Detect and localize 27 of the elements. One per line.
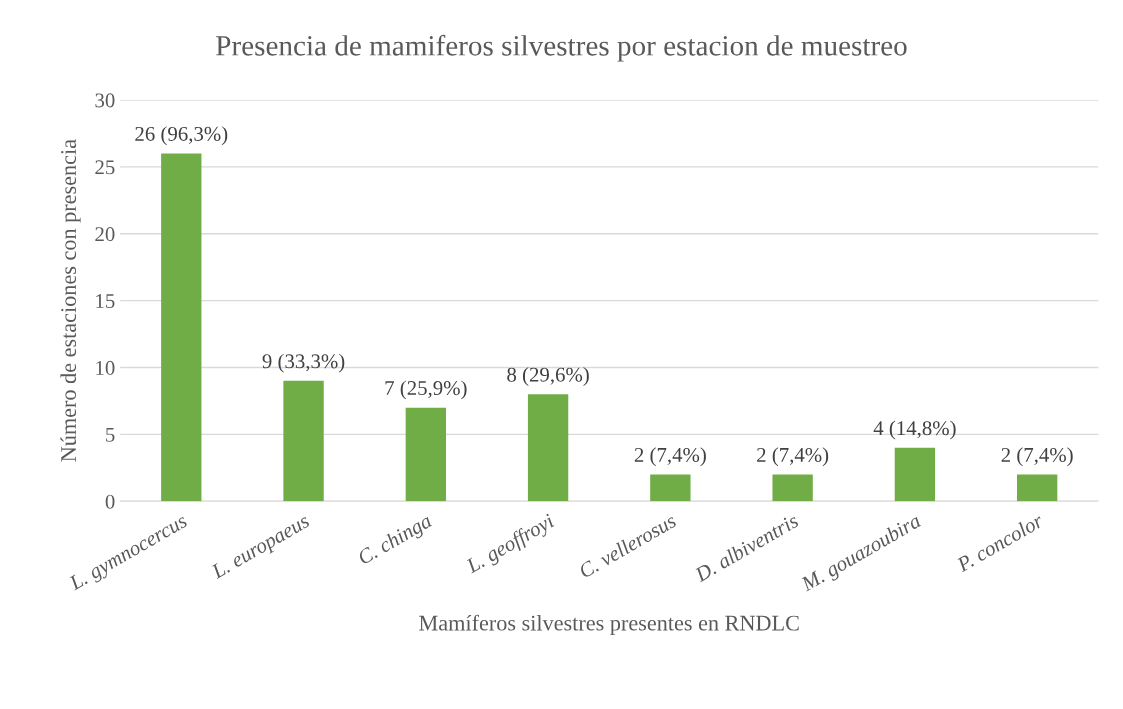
y-tick-label: 25 bbox=[95, 160, 115, 175]
bar bbox=[161, 153, 202, 502]
data-label: 4 (14,8%) bbox=[873, 420, 956, 440]
data-label: 2 (7,4%) bbox=[634, 447, 706, 467]
bar bbox=[894, 447, 936, 502]
y-tick-label: 0 bbox=[105, 494, 115, 509]
data-label: 9 (33,3%) bbox=[262, 353, 345, 373]
x-tick-label: C. chinga bbox=[356, 512, 435, 569]
data-label: 8 (29,6%) bbox=[507, 367, 589, 386]
y-tick-label: 5 bbox=[106, 427, 115, 442]
y-tick-label: 15 bbox=[96, 294, 115, 309]
bar bbox=[650, 474, 691, 502]
data-label: 2 (7,4%) bbox=[1001, 447, 1073, 467]
y-tick-label: 10 bbox=[96, 360, 115, 375]
bar bbox=[283, 380, 324, 502]
bar bbox=[405, 407, 446, 502]
bar bbox=[1016, 474, 1058, 502]
data-label: 7 (25,9%) bbox=[385, 380, 467, 400]
x-axis-title: Mamíferos silvestres presentes en RNDLC bbox=[419, 614, 799, 636]
data-label: 2 (7,4%) bbox=[757, 447, 829, 467]
data-label: 26 (96,3%) bbox=[135, 126, 228, 146]
bar bbox=[527, 394, 569, 502]
chart-title: Presencia de mamiferos silvestres por estacion de muestreo bbox=[216, 34, 907, 62]
y-tick-label: 20 bbox=[95, 227, 115, 242]
y-tick-label: 30 bbox=[95, 93, 115, 108]
y-axis-title: Número de estaciones con presencia bbox=[60, 139, 81, 462]
bar bbox=[772, 474, 813, 502]
